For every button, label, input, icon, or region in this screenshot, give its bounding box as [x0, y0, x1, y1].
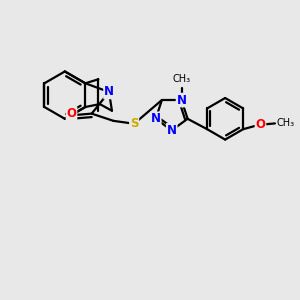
Text: CH₃: CH₃ [172, 74, 190, 84]
Text: O: O [67, 107, 76, 120]
Text: CH₃: CH₃ [277, 118, 295, 128]
Text: N: N [151, 112, 161, 125]
Text: N: N [104, 85, 114, 98]
Text: O: O [256, 118, 266, 131]
Text: S: S [130, 117, 138, 130]
Text: N: N [176, 94, 187, 106]
Text: N: N [167, 124, 177, 137]
